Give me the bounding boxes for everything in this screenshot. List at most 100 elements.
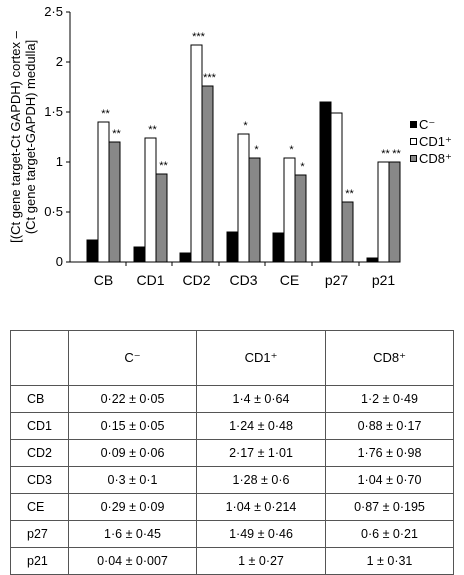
y-tick-label: 2·5 xyxy=(44,4,63,19)
bar-chart: [(Ct gene target-Ct GAPDH) cortex – (Ct … xyxy=(8,4,401,288)
table-header-cd1: CD1⁺ xyxy=(196,330,326,386)
table-row: CD2 0·09 ± 0·06 2·17 ± 1·01 1·76 ± 0·98 xyxy=(10,439,454,467)
legend-item-cd1: CD1⁺ xyxy=(410,133,452,150)
x-tick-label: CD3 xyxy=(229,272,257,288)
significance-label: ** xyxy=(392,148,401,160)
table-cell: 1·4 ± 0·64 xyxy=(196,385,326,413)
y-tick-label: 0 xyxy=(56,254,63,269)
y-axis-label-line1: [(Ct gene target-Ct GAPDH) cortex – xyxy=(8,30,23,242)
table-cell: 0·09 ± 0·06 xyxy=(68,439,197,467)
bar-c-minus-cd3 xyxy=(226,231,239,263)
y-tick-label: 1·5 xyxy=(44,104,63,119)
bar-cd8-cb xyxy=(108,141,121,263)
y-axis-label-line2: (Ct gene target-GAPDH) medulla] xyxy=(23,40,38,234)
y-axis-label: [(Ct gene target-Ct GAPDH) cortex – (Ct … xyxy=(8,30,38,242)
bar-c-minus-cd1 xyxy=(133,246,146,263)
bar-c-minus-cd2 xyxy=(179,252,192,263)
bar-cd1-cd1 xyxy=(144,137,157,263)
table-header-corner xyxy=(10,330,69,386)
significance-label: *** xyxy=(203,72,217,84)
legend-label-cd8: CD8⁺ xyxy=(419,151,452,166)
x-tick-label: p21 xyxy=(372,272,396,288)
table-row-label: p21 xyxy=(10,547,69,575)
bar-cd1-p27 xyxy=(330,112,343,263)
legend-label-cd1: CD1⁺ xyxy=(419,134,452,149)
table-cell: 0·29 ± 0·09 xyxy=(68,493,197,521)
table-cell: 0·6 ± 0·21 xyxy=(325,520,454,548)
bar-cd8-p27 xyxy=(341,201,354,263)
x-tick-label: CD1 xyxy=(136,272,164,288)
y-tick-label: 1 xyxy=(56,154,63,169)
table-row: p27 1·6 ± 0·45 1·49 ± 0·46 0·6 ± 0·21 xyxy=(10,520,454,548)
table-row-label: CD1 xyxy=(10,412,69,440)
table-header-cd8: CD8⁺ xyxy=(325,330,454,386)
bar-cd8-cd2 xyxy=(201,85,214,263)
significance-label: * xyxy=(300,161,305,173)
x-axis-ticks: CB CD1 CD2 CD3 CE p27 p21 xyxy=(94,262,396,288)
bar-c-minus-ce xyxy=(272,232,285,263)
table-row: CD3 0·3 ± 0·1 1·28 ± 0·6 1·04 ± 0·70 xyxy=(10,466,454,494)
table-cell: 1·28 ± 0·6 xyxy=(196,466,326,494)
table-row-label: CB xyxy=(10,385,69,413)
significance-label: ** xyxy=(112,128,121,140)
legend-label-c-minus: C⁻ xyxy=(419,117,436,132)
significance-label: ** xyxy=(345,188,354,200)
table-cell: 1·24 ± 0·48 xyxy=(196,412,326,440)
table-header-row: C⁻ CD1⁺ CD8⁺ xyxy=(10,330,454,386)
significance-label: * xyxy=(254,144,259,156)
x-tick-label: CB xyxy=(94,272,113,288)
legend-item-c-minus: C⁻ xyxy=(410,116,452,133)
significance-label: ** xyxy=(101,108,110,120)
legend-swatch-cd1 xyxy=(410,138,417,145)
significance-label: ** xyxy=(148,124,157,136)
legend-item-cd8: CD8⁺ xyxy=(410,150,452,167)
table-cell: 1·04 ± 0·214 xyxy=(196,493,326,521)
table-cell: 0·88 ± 0·17 xyxy=(325,412,454,440)
table-row: p21 0·04 ± 0·007 1 ± 0·27 1 ± 0·31 xyxy=(10,547,454,575)
legend-swatch-c-minus xyxy=(410,121,417,128)
bar-cd8-cd3 xyxy=(248,157,261,263)
table-cell: 0·04 ± 0·007 xyxy=(68,547,197,575)
bar-c-minus-cb xyxy=(86,239,99,263)
table-cell: 0·22 ± 0·05 xyxy=(68,385,197,413)
bar-cd1-cd3 xyxy=(237,133,250,263)
bar-cd1-ce xyxy=(283,157,296,263)
x-tick-label: CD2 xyxy=(182,272,210,288)
bar-cd1-cb xyxy=(97,121,110,263)
table-cell: 1·76 ± 0·98 xyxy=(325,439,454,467)
table-cell: 1 ± 0·27 xyxy=(196,547,326,575)
legend: C⁻ CD1⁺ CD8⁺ xyxy=(410,116,452,167)
significance-label: * xyxy=(243,120,248,132)
table-cell: 2·17 ± 1·01 xyxy=(196,439,326,467)
table-row: CE 0·29 ± 0·09 1·04 ± 0·214 0·87 ± 0·195 xyxy=(10,493,454,521)
table-header-c-minus: C⁻ xyxy=(68,330,197,386)
table-cell: 0·15 ± 0·05 xyxy=(68,412,197,440)
bar-cd1-cd2 xyxy=(190,44,203,263)
y-tick-label: 2 xyxy=(56,54,63,69)
bar-cd8-ce xyxy=(294,174,307,263)
bar-cd8-cd1 xyxy=(155,173,168,263)
bar-c-minus-p27 xyxy=(319,101,332,263)
legend-swatch-cd8 xyxy=(410,155,417,162)
table-cell: 1·49 ± 0·46 xyxy=(196,520,326,548)
table-cell: 1·04 ± 0·70 xyxy=(325,466,454,494)
table-row: CD1 0·15 ± 0·05 1·24 ± 0·48 0·88 ± 0·17 xyxy=(10,412,454,440)
x-tick-label: p27 xyxy=(325,272,349,288)
y-tick-label: 0·5 xyxy=(44,204,63,219)
table-row-label: CD2 xyxy=(10,439,69,467)
x-tick-label: CE xyxy=(280,272,299,288)
table-cell: 1·2 ± 0·49 xyxy=(325,385,454,413)
table-row-label: p27 xyxy=(10,520,69,548)
bar-cd8-p21 xyxy=(388,161,401,263)
significance-label: ** xyxy=(159,160,168,172)
bar-c-minus-p21 xyxy=(366,257,379,263)
significance-label: * xyxy=(289,144,294,156)
significance-label: ** xyxy=(381,148,390,160)
table-row: CB 0·22 ± 0·05 1·4 ± 0·64 1·2 ± 0·49 xyxy=(10,385,454,413)
bar-cd1-p21 xyxy=(377,161,390,263)
table-cell: 0·3 ± 0·1 xyxy=(68,466,197,494)
data-table: C⁻ CD1⁺ CD8⁺ CB 0·22 ± 0·05 1·4 ± 0·64 1… xyxy=(10,330,454,575)
significance-label: *** xyxy=(192,31,206,43)
table-row-label: CD3 xyxy=(10,466,69,494)
table-row-label: CE xyxy=(10,493,69,521)
